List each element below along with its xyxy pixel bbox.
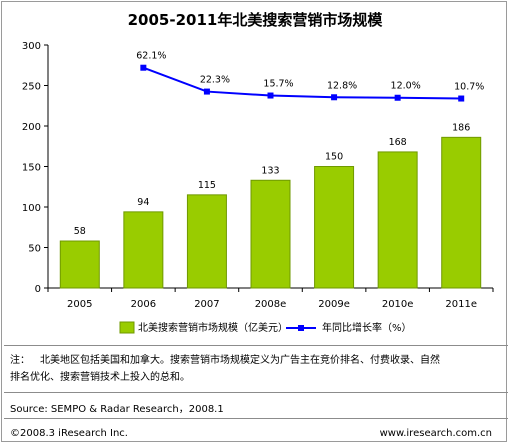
separator-top	[4, 345, 508, 346]
bar	[377, 151, 418, 289]
bar	[59, 240, 100, 289]
x-tick-label: 2011e	[445, 299, 477, 310]
y-tick-label: 50	[28, 244, 41, 255]
y-tick-label: 100	[22, 203, 41, 214]
growth-marker	[203, 88, 210, 95]
x-axis-ticks: 2005 2006 2007 2008e 2009e 2010e 2011e	[47, 288, 494, 310]
x-tick-label: 2006	[131, 299, 156, 310]
y-tick-label: 150	[22, 163, 41, 174]
bar-value-label: 186	[452, 122, 470, 133]
bar-value-label: 58	[74, 226, 86, 237]
x-tick-label: 2005	[67, 299, 92, 310]
y-tick-label: 250	[22, 82, 41, 93]
bar-value-label: 168	[389, 137, 407, 148]
bar	[123, 211, 164, 289]
growth-marker	[267, 92, 274, 99]
x-tick-label: 2009e	[318, 299, 350, 310]
growth-value-label: 12.0%	[391, 81, 421, 92]
separator-bottom	[4, 418, 508, 419]
bar-data-labels: 58 94 115 133 150 168 186	[74, 122, 471, 237]
footnote-text-line-2: 排名优化、搜索营销技术上投入的总和。	[10, 372, 190, 383]
copyright-text: ©2008.3 iResearch Inc.	[10, 428, 128, 439]
footnote-label: 注：	[10, 355, 30, 366]
bar	[441, 136, 482, 289]
bar-value-label: 150	[325, 152, 343, 163]
footnote-row-2: 排名优化、搜索营销技术上投入的总和。	[10, 369, 504, 386]
bar-value-label: 115	[198, 180, 216, 191]
growth-marker	[331, 94, 338, 101]
footnote: 注： 北美地区包括美国和加拿大。搜索营销市场规模定义为广告主在竞价排名、付费收录…	[10, 352, 504, 386]
bar-value-label: 94	[137, 197, 149, 208]
legend-line-marker	[298, 325, 304, 331]
legend-bar-swatch	[119, 321, 135, 334]
bar-series	[59, 136, 482, 289]
y-tick-label: 200	[22, 122, 41, 133]
growth-value-label: 62.1%	[136, 51, 166, 62]
growth-value-label: 10.7%	[454, 82, 484, 93]
bar-value-label: 133	[261, 165, 279, 176]
x-tick-label: 2010e	[382, 299, 414, 310]
growth-line	[143, 66, 462, 100]
legend: 北美搜索营销市场规模（亿美元） 年同比增长率（%）	[119, 321, 412, 334]
growth-value-label: 15.7%	[263, 79, 293, 90]
growth-data-labels: 62.1% 22.3% 15.7% 12.8% 12.0% 10.7%	[136, 51, 484, 93]
x-tick-label: 2007	[194, 299, 219, 310]
growth-marker	[140, 64, 147, 71]
footnote-text-line-1: 北美地区包括美国和加拿大。搜索营销市场规模定义为广告主在竞价排名、付费收录、自然	[40, 355, 440, 366]
bar	[314, 166, 355, 289]
y-axis-ticks: 0 50 100 150 200 250 300	[22, 41, 48, 295]
growth-value-label: 22.3%	[200, 75, 230, 86]
bar	[186, 194, 227, 289]
legend-line-label: 年同比增长率（%）	[322, 321, 412, 334]
website-link[interactable]: www.iresearch.com.cn	[379, 428, 492, 439]
separator-middle	[4, 392, 508, 393]
growth-marker	[458, 95, 465, 102]
bar	[250, 179, 291, 289]
growth-line-series	[140, 64, 465, 102]
growth-value-label: 12.8%	[327, 80, 357, 91]
y-tick-label: 0	[35, 284, 41, 295]
x-tick-label: 2008e	[255, 299, 287, 310]
y-tick-label: 300	[22, 41, 41, 52]
legend-bar-label: 北美搜索营销市场规模（亿美元）	[138, 321, 288, 334]
source-text: Source: SEMPO & Radar Research，2008.1	[10, 404, 224, 415]
footnote-row-1: 注： 北美地区包括美国和加拿大。搜索营销市场规模定义为广告主在竞价排名、付费收录…	[10, 352, 504, 369]
chart-title: 2005-2011年北美搜索营销市场规模	[128, 11, 384, 29]
growth-marker	[394, 94, 401, 101]
